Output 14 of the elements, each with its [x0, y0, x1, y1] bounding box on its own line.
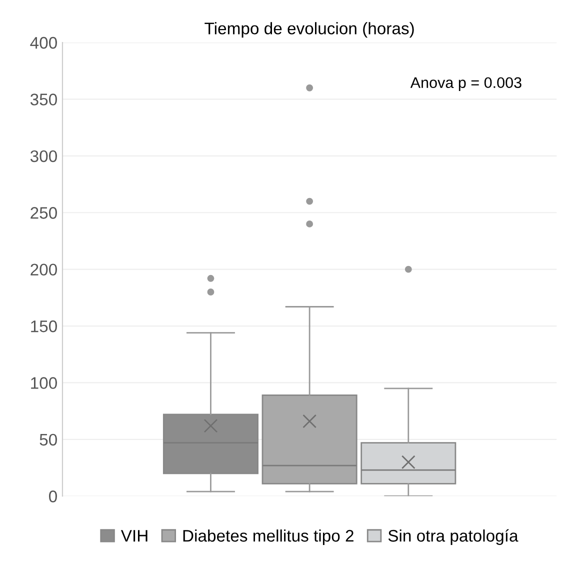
chart-title: Tiempo de evolucion (horas)	[204, 22, 414, 38]
y-tick-label: 350	[30, 94, 57, 106]
y-tick-label: 250	[30, 207, 57, 219]
y-tick-label: 150	[31, 320, 57, 332]
legend-label: VIH	[120, 530, 148, 542]
legend-label: Diabetes mellitus tipo 2	[183, 529, 354, 545]
annotation: Anova p = 0.003	[410, 77, 522, 92]
legend-label: Sin otra patología	[388, 529, 518, 545]
y-tick-label: 100	[31, 377, 57, 389]
y-tick-label: 50	[40, 434, 57, 446]
y-tick-label: 200	[30, 264, 57, 276]
y-tick-label: 300	[30, 150, 57, 162]
y-tick-label: 400	[30, 36, 57, 49]
y-tick-label: 0	[49, 490, 57, 502]
